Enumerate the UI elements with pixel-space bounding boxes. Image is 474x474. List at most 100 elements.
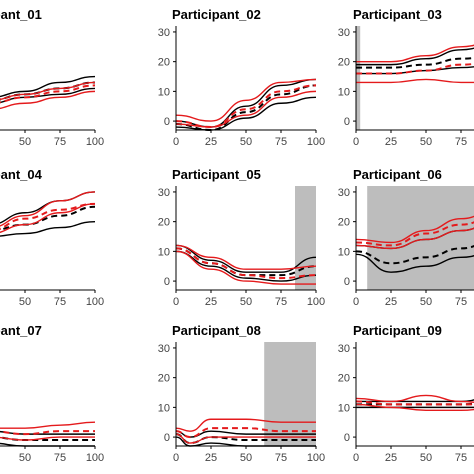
black-solid-line (0, 75, 96, 98)
y-tick-label: 30 (158, 27, 170, 39)
x-tick-label: 75 (455, 296, 467, 308)
y-tick-label: 10 (158, 86, 170, 98)
panel-1: Participant_01255075100 (0, 7, 104, 148)
x-tick-label: 75 (54, 452, 66, 464)
black-dashed-line (356, 56, 474, 69)
y-tick-label: 30 (338, 187, 350, 199)
y-tick-label: 0 (164, 276, 170, 288)
red-dashed-line (356, 62, 474, 75)
x-tick-label: 100 (86, 136, 104, 148)
y-tick-label: 10 (338, 246, 350, 258)
panel-title: Participant_03 (353, 7, 442, 22)
red-solid-line (355, 227, 474, 250)
red-solid-line (0, 90, 96, 110)
panel-title: Participant_04 (0, 167, 43, 182)
black-dashed-line (175, 247, 317, 277)
y-tick-label: 20 (338, 57, 350, 69)
x-tick-label: 100 (307, 296, 325, 308)
y-tick-label: 20 (158, 57, 170, 69)
x-tick-label: 100 (307, 452, 325, 464)
x-tick-label: 100 (86, 452, 104, 464)
black-solid-line (356, 47, 474, 66)
y-tick-label: 30 (338, 27, 350, 39)
black-solid-line (175, 96, 317, 131)
red-solid-line (355, 394, 474, 403)
y-tick-label: 30 (158, 343, 170, 355)
y-tick-label: 0 (344, 432, 350, 444)
x-tick-label: 50 (420, 452, 432, 464)
red-solid-line (175, 78, 317, 122)
y-tick-label: 10 (338, 86, 350, 98)
red-solid-line (175, 250, 316, 285)
x-tick-label: 50 (19, 136, 31, 148)
red-dashed-line (355, 400, 474, 406)
x-tick-label: 50 (420, 136, 432, 148)
panel-title: Participant_02 (172, 7, 261, 22)
shaded-region (367, 186, 474, 290)
panel-3: Participant_03 0 25 50 75 0 10 20 30 (338, 7, 474, 148)
panel-title: Participant_06 (353, 167, 442, 182)
red-dashed-line (0, 202, 96, 230)
shaded-region (264, 342, 316, 446)
x-tick-label: 25 (205, 452, 217, 464)
panel-4: Participant_04255075100 (0, 167, 104, 308)
y-tick-label: 0 (344, 116, 350, 128)
x-tick-label: 75 (455, 136, 467, 148)
red-solid-line (356, 44, 474, 63)
black-dashed-line (175, 84, 317, 132)
panel-6: Participant_06 0 25 50 75 0 10 20 30 (338, 167, 474, 308)
red-solid-line (0, 436, 95, 441)
x-tick-label: 50 (240, 296, 252, 308)
red-solid-line (0, 421, 96, 429)
panel-title: Participant_05 (172, 167, 261, 182)
panel-2: Participant_02 0 25 50 75 100 0 10 20 30 (158, 7, 325, 148)
red-solid-line (175, 433, 316, 444)
black-dashed-line (355, 244, 474, 265)
x-tick-label: 0 (353, 452, 359, 464)
x-tick-label: 0 (353, 296, 359, 308)
x-tick-label: 0 (173, 296, 179, 308)
red-dashed-line (175, 247, 317, 280)
panel-9: Participant_09 0 25 50 75 0 10 20 30 (338, 323, 474, 464)
panel-8: Participant_08 0 25 50 75 100 0 10 20 30 (158, 323, 325, 464)
y-tick-label: 20 (158, 373, 170, 385)
red-dashed-line (355, 221, 474, 247)
x-tick-label: 25 (205, 296, 217, 308)
x-tick-label: 50 (240, 136, 252, 148)
x-tick-label: 25 (205, 136, 217, 148)
x-tick-label: 50 (240, 452, 252, 464)
red-dashed-line (175, 427, 316, 439)
y-tick-label: 30 (338, 343, 350, 355)
x-tick-label: 75 (455, 452, 467, 464)
y-tick-label: 10 (158, 246, 170, 258)
panel-5: Participant_05 0 25 50 75 100 0 10 20 30 (158, 167, 325, 308)
red-solid-line (0, 203, 96, 233)
x-tick-label: 50 (19, 296, 31, 308)
red-solid-line (175, 90, 317, 128)
y-tick-label: 20 (338, 217, 350, 229)
red-solid-line (0, 191, 96, 227)
y-tick-label: 0 (344, 276, 350, 288)
red-dashed-line (0, 84, 96, 104)
black-solid-line (356, 66, 474, 75)
red-solid-line (175, 244, 317, 270)
y-tick-label: 10 (338, 402, 350, 414)
x-tick-label: 75 (275, 136, 287, 148)
panel-7: Participant_07255075100 (0, 323, 104, 464)
red-solid-line (355, 403, 474, 412)
x-tick-label: 75 (275, 452, 287, 464)
red-solid-line (175, 418, 316, 432)
red-solid-line (355, 215, 474, 244)
y-tick-label: 0 (164, 116, 170, 128)
x-tick-label: 0 (173, 136, 179, 148)
x-tick-label: 100 (86, 296, 104, 308)
x-tick-label: 25 (385, 136, 397, 148)
panel-title: Participant_09 (353, 323, 442, 338)
x-tick-label: 0 (173, 452, 179, 464)
y-tick-label: 0 (164, 432, 170, 444)
x-tick-label: 100 (307, 136, 325, 148)
x-tick-label: 50 (420, 296, 432, 308)
x-tick-label: 75 (54, 296, 66, 308)
x-tick-label: 75 (275, 296, 287, 308)
black-solid-line (355, 253, 474, 273)
